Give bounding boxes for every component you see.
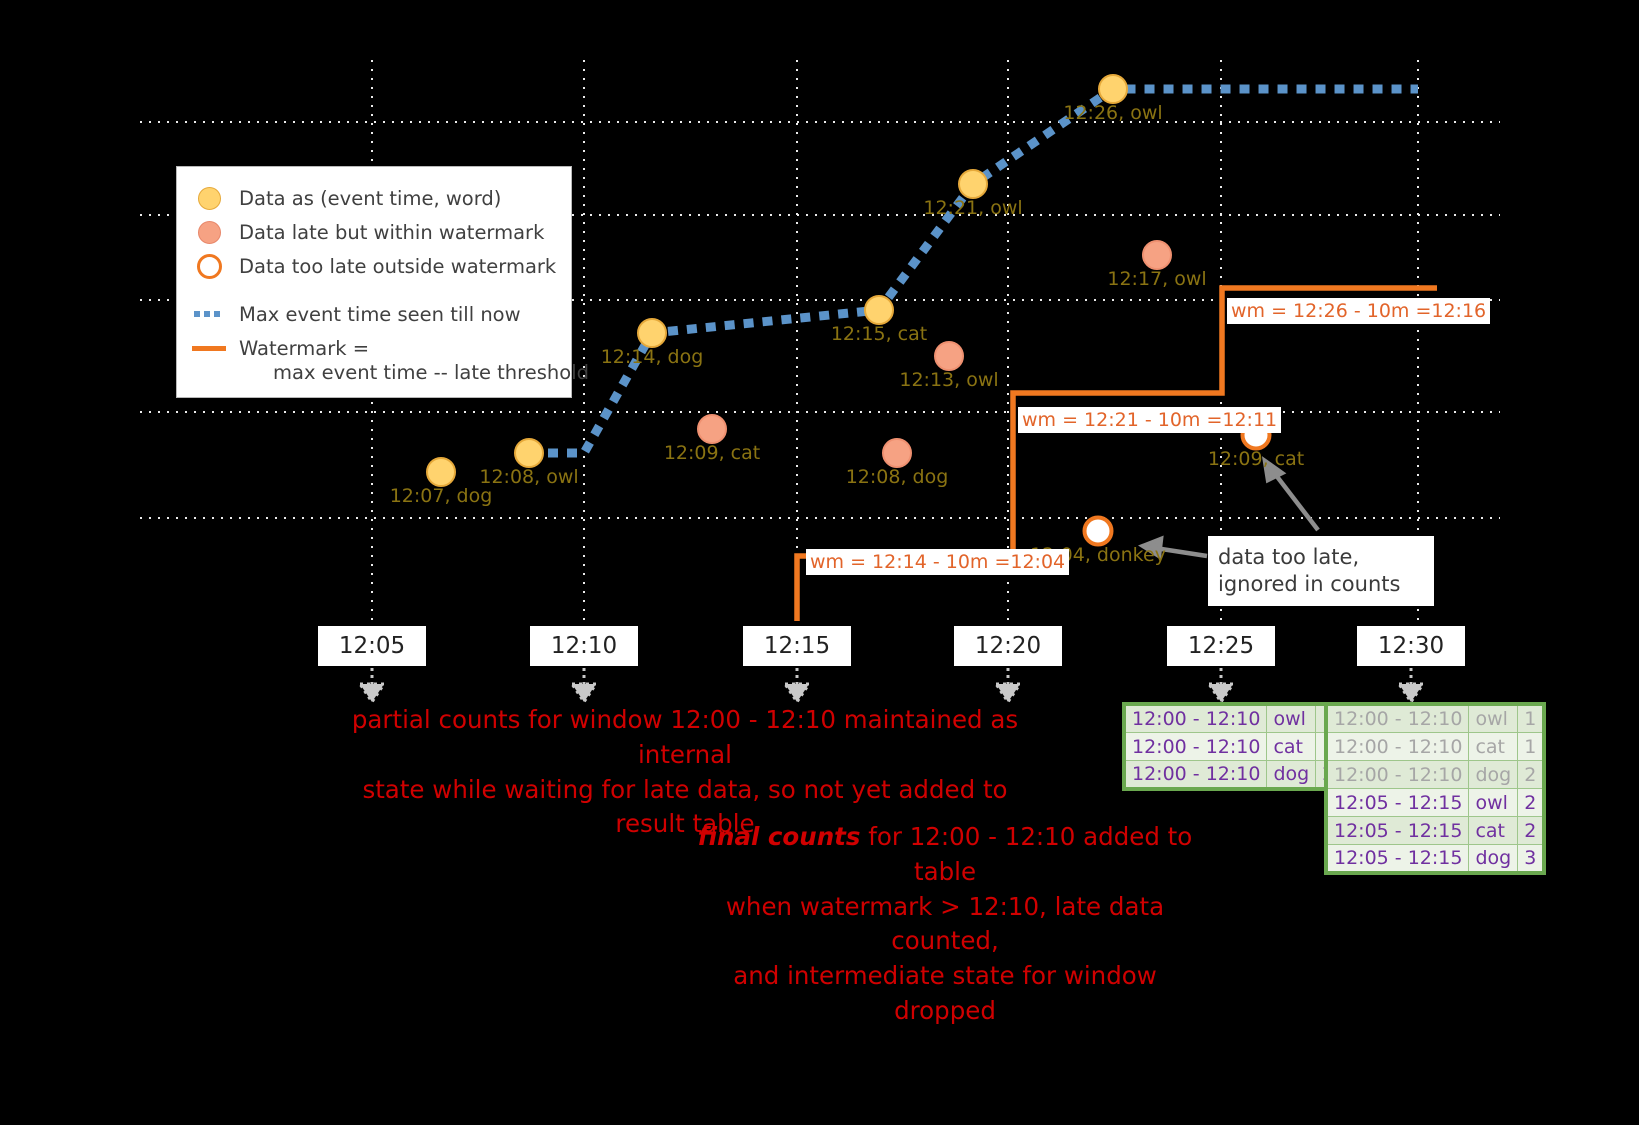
data-point-label: 12:09, cat: [663, 442, 761, 464]
table-cell-cnt: 2: [1517, 760, 1545, 789]
data-point-on-time: [1098, 74, 1128, 104]
table-cell-word: cat: [1266, 732, 1317, 761]
legend-item-on-time: Data as (event time, word): [191, 181, 571, 215]
table-cell-word: owl: [1468, 788, 1519, 817]
data-point-label: 12:17, owl: [1107, 268, 1207, 290]
salmon-dot-icon: [191, 220, 227, 244]
data-point-label: 12:15, cat: [830, 323, 928, 345]
time-axis-tick-1210: 12:10: [530, 626, 638, 666]
table-row: 12:05 - 12:15 cat 2: [1325, 816, 1545, 845]
table-cell-cnt: 2: [1517, 788, 1545, 817]
annotation-final-counts: final counts for 12:00 - 12:10 added to …: [690, 820, 1200, 1029]
blue-dotted-line-icon: [191, 311, 227, 317]
yellow-dot-icon: [191, 186, 227, 210]
legend-item-watermark: Watermark =: [191, 331, 571, 365]
data-point-label: 12:08, owl: [479, 466, 579, 488]
watermark-label: wm = 12:14 - 10m =12:04: [806, 549, 1070, 575]
legend-watermark-sublabel: max event time -- late threshold: [273, 361, 589, 384]
table-cell-word: cat: [1468, 732, 1519, 761]
table-cell-cnt: 1: [1517, 732, 1545, 761]
table-cell-cnt: 3: [1517, 844, 1545, 874]
legend-label: Watermark =: [239, 336, 370, 360]
data-point-late: [934, 341, 964, 371]
annotation-final-rest: for 12:00 - 12:10 added to table: [860, 822, 1193, 886]
callout-line-2: ignored in counts: [1218, 571, 1401, 596]
table-cell-word: dog: [1266, 760, 1317, 790]
time-axis-tick-1205: 12:05: [318, 626, 426, 666]
table-cell-win: 12:05 - 12:15: [1325, 844, 1470, 874]
table-cell-word: dog: [1468, 760, 1519, 789]
time-axis-tick-1215: 12:15: [743, 626, 851, 666]
data-point-label: 12:13, owl: [899, 369, 999, 391]
annotation-line-final: final counts for 12:00 - 12:10 added to …: [690, 820, 1200, 890]
legend-label: Data too late outside watermark: [239, 254, 557, 278]
data-point-on-time: [958, 169, 988, 199]
table-cell-cnt: 1: [1517, 703, 1545, 733]
table-row: 12:05 - 12:15 dog 3: [1325, 844, 1545, 874]
orange-line-icon: [191, 345, 227, 351]
data-point-late: [697, 414, 727, 444]
data-point-on-time: [426, 457, 456, 487]
legend-label: Data late but within watermark: [239, 220, 545, 244]
data-point-late: [882, 438, 912, 468]
data-point-label: 12:09, cat: [1207, 448, 1305, 470]
table-cell-word: owl: [1266, 703, 1317, 733]
watermark-label: wm = 12:21 - 10m =12:11: [1018, 407, 1282, 433]
table-cell-cnt: 2: [1517, 816, 1545, 845]
data-point-late: [1142, 240, 1172, 270]
legend-item-too-late: Data too late outside watermark: [191, 249, 571, 283]
annotation-emphasis: final counts: [697, 822, 861, 851]
table-cell-win: 12:05 - 12:15: [1325, 788, 1470, 817]
too-late-callout: data too late, ignored in counts: [1208, 536, 1434, 606]
callout-line-1: data too late,: [1218, 545, 1360, 569]
data-point-label: 12:08, dog: [845, 466, 949, 488]
data-point-on-time: [864, 295, 894, 325]
watermark-label: wm = 12:26 - 10m =12:16: [1227, 298, 1491, 324]
legend-label: Data as (event time, word): [239, 186, 502, 210]
table-cell-word: dog: [1468, 844, 1519, 874]
table-cell-win: 12:05 - 12:15: [1325, 816, 1470, 845]
annotation-line: when watermark > 12:10, late data counte…: [725, 891, 1165, 956]
table-cell-win: 12:00 - 12:10: [1123, 703, 1268, 733]
data-point-label: 12:14, dog: [600, 346, 704, 368]
table-cell-word: owl: [1468, 703, 1519, 733]
legend-item-max-event-line: Max event time seen till now: [191, 297, 571, 331]
annotation-line: and intermediate state for window droppe…: [733, 961, 1157, 1025]
legend-panel: Data as (event time, word) Data late but…: [176, 166, 589, 398]
table-cell-word: cat: [1468, 816, 1519, 845]
data-point-label: 12:07, dog: [389, 485, 493, 507]
table-cell-win: 12:00 - 12:10: [1123, 732, 1268, 761]
table-cell-win: 12:00 - 12:10: [1325, 703, 1470, 733]
data-point-label: 12:21, owl: [923, 197, 1023, 219]
legend-item-late: Data late but within watermark: [191, 215, 571, 249]
result-table-1230: 12:00 - 12:10 owl 1 12:00 - 12:10 cat 1 12:00 …: [1324, 702, 1547, 875]
annotation-line: state while waiting for late data, so no…: [362, 774, 1008, 839]
time-axis-tick-1220: 12:20: [954, 626, 1062, 666]
data-point-on-time: [514, 438, 544, 468]
data-point-label: 12:26, owl: [1063, 102, 1163, 124]
legend-label: Max event time seen till now: [239, 302, 521, 326]
annotation-line: partial counts for window 12:00 - 12:10 …: [351, 705, 1019, 769]
time-axis-tick-1225: 12:25: [1167, 626, 1275, 666]
data-point-on-time: [637, 318, 667, 348]
table-cell-win: 12:00 - 12:10: [1325, 760, 1470, 789]
hollow-dot-icon: [191, 253, 227, 279]
time-axis-tick-1230: 12:30: [1357, 626, 1465, 666]
annotation-partial-counts: partial counts for window 12:00 - 12:10 …: [330, 703, 1040, 842]
table-cell-win: 12:00 - 12:10: [1325, 732, 1470, 761]
data-point-too-late: [1082, 515, 1114, 547]
table-cell-win: 12:00 - 12:10: [1123, 760, 1268, 790]
table-row: 12:05 - 12:15 owl 2: [1325, 788, 1545, 817]
